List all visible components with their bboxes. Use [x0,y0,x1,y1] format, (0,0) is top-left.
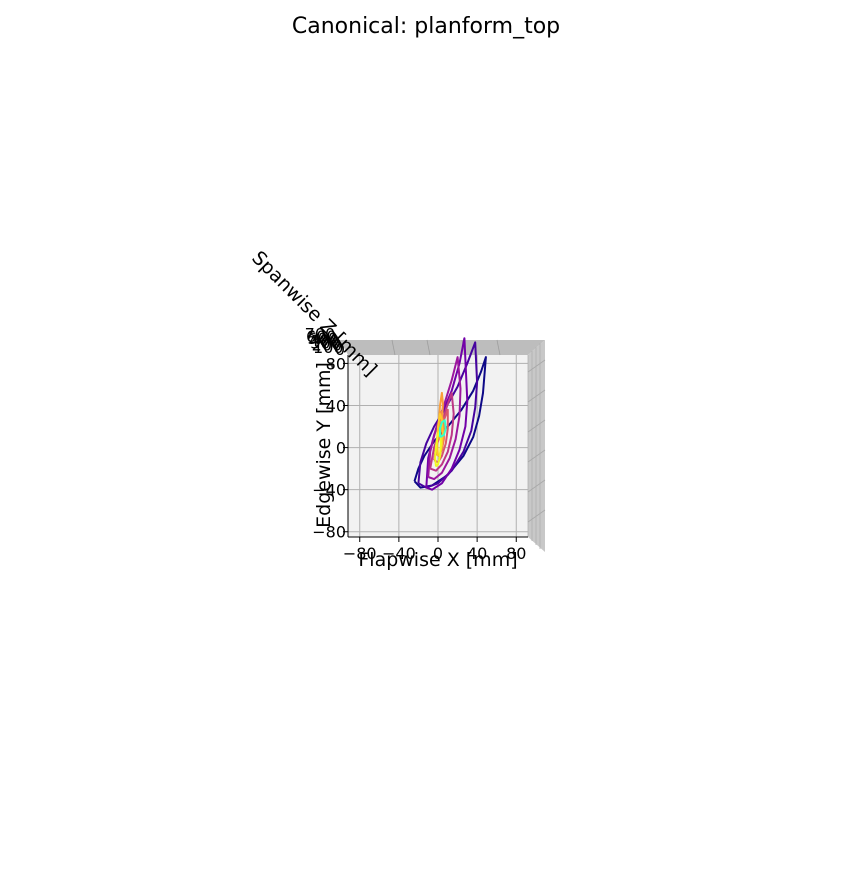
z-tick-label: 0 [335,340,345,359]
x-ticks: −80 −40 0 40 80 [343,537,526,563]
z-tick-label: 500 [307,329,338,348]
y-tick-label: −80 [312,523,346,542]
right-pane-gridline [527,419,546,433]
x-tick-label: 40 [467,544,487,563]
right-pane-gridline [527,389,546,403]
right-pane-gridline [527,509,546,523]
section-curve [439,419,447,438]
x-tick-label: −80 [343,544,377,563]
right-pane-edges [527,343,546,549]
z-tick-label: 100 [313,338,344,357]
z-tick-label: 700 [305,325,336,344]
top-pane-gridline [426,339,431,356]
right-pane-gridline [527,449,546,463]
y-ticks: −80 −40 0 40 80 [312,354,348,542]
y-tick-label: −40 [312,481,346,500]
top-pane-gridline [391,339,396,356]
y-tick-label: 40 [326,396,346,415]
section-curve [417,341,479,489]
y-axis-label: Edgewise Y [mm] [313,362,335,528]
y-tick-label: 0 [336,439,346,458]
x-axis-label: Flapwise X [mm] [358,549,517,571]
chart-title: Canonical: planform_top [292,14,560,39]
right-pane-gridline [527,359,546,373]
x-tick-label: 0 [433,544,443,563]
top-pane [340,340,545,355]
right-pane-gridline [527,479,546,493]
z-tick-label: 300 [310,333,341,352]
x-tick-label: 80 [506,544,526,563]
z-axis-label: Spanwise Z [mm] [247,247,381,381]
section-curve [427,356,462,481]
y-tick-label: 80 [326,354,346,373]
x-tick-label: −40 [382,544,416,563]
z-tick-label: 600 [306,327,337,346]
z-tick-label: 200 [312,336,343,355]
z-tick-label: 400 [309,331,340,350]
series-lines [413,337,487,491]
top-pane-gridline [496,339,501,356]
